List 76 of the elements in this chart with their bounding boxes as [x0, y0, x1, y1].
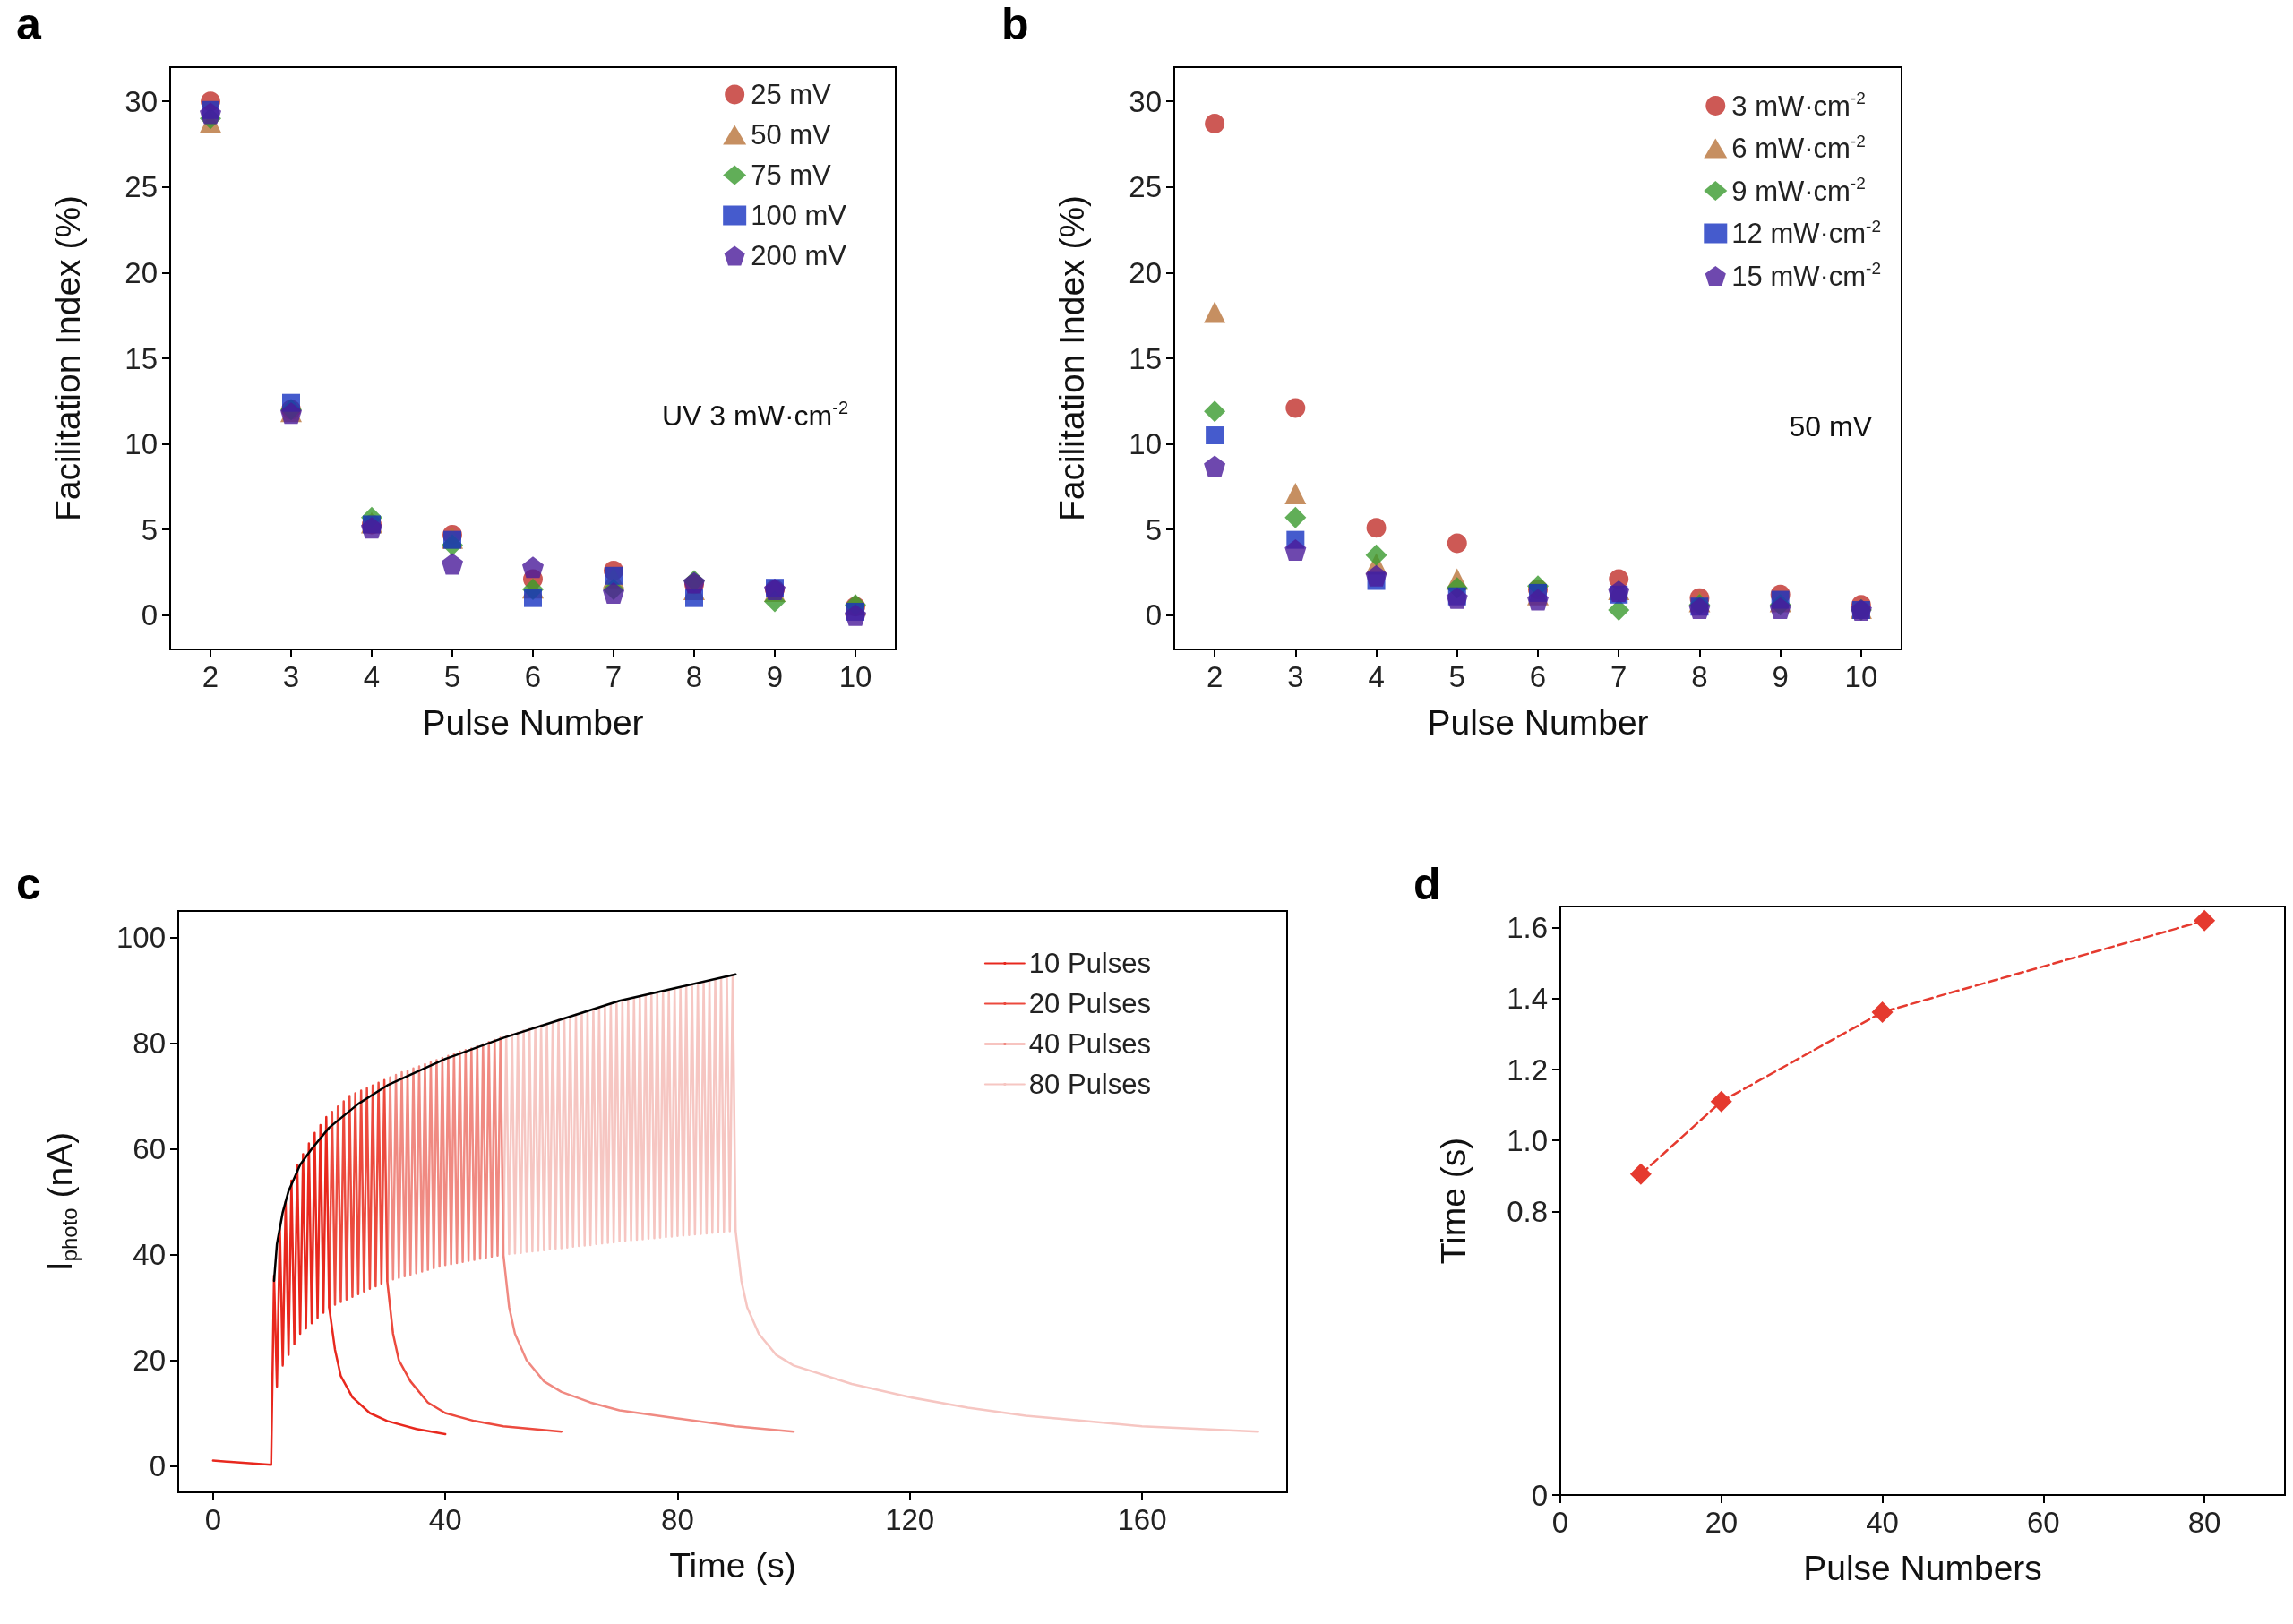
x-tick-label: 3 — [1287, 660, 1304, 693]
y-tick-label: 0 — [141, 598, 158, 632]
legend-label: 40 Pulses — [1028, 1028, 1151, 1060]
x-tick-label: 8 — [685, 660, 703, 693]
x-tick-label: 120 — [885, 1503, 935, 1536]
x-tick-label: 80 — [661, 1503, 694, 1536]
x-tick-label: 9 — [766, 660, 784, 693]
x-axis-title: Pulse Numbers — [1803, 1549, 2042, 1587]
y-axis-title: Time (s) — [1434, 1137, 1473, 1265]
x-tick-label: 10 — [838, 660, 872, 693]
chart-title: b — [1001, 0, 1029, 49]
legend-label: 10 Pulses — [1028, 948, 1151, 979]
x-tick-label: 2 — [202, 660, 219, 693]
x-tick-label: 5 — [1448, 660, 1465, 693]
y-tick-label: 80 — [133, 1027, 166, 1060]
legend-label: 75 mV — [751, 159, 832, 191]
y-tick-label: 1.0 — [1507, 1123, 1548, 1157]
x-tick-label: 0 — [1551, 1506, 1569, 1539]
x-tick-label: 8 — [1691, 660, 1708, 693]
y-tick-label: 0 — [1531, 1478, 1548, 1512]
y-tick-label: 15 — [1129, 341, 1162, 375]
y-tick-label: 20 — [125, 255, 158, 289]
x-tick-label: 160 — [1117, 1503, 1167, 1536]
x-tick-label: 9 — [1772, 660, 1789, 693]
x-tick-label: 20 — [1705, 1506, 1739, 1539]
y-tick-label: 5 — [1145, 512, 1162, 546]
legend-label: 50 mV — [751, 119, 832, 150]
x-tick-label: 7 — [1610, 660, 1627, 693]
x-tick-label: 10 — [1844, 660, 1878, 693]
y-tick-label: 100 — [116, 921, 166, 954]
y-tick-label: 60 — [133, 1132, 166, 1165]
chart-title: d — [1413, 859, 1441, 909]
chart-title: a — [16, 0, 42, 49]
y-tick-label: 0 — [1145, 598, 1162, 632]
y-tick-label: 5 — [141, 512, 158, 546]
y-tick-label: 40 — [133, 1238, 166, 1271]
legend-label: 200 mV — [751, 240, 847, 271]
x-tick-label: 80 — [2187, 1506, 2221, 1539]
x-axis-title: Time (s) — [669, 1546, 796, 1585]
y-tick-label: 10 — [125, 427, 158, 461]
x-tick-label: 5 — [443, 660, 461, 693]
y-axis-title: Iphoto (nA) — [40, 1131, 82, 1272]
y-tick-label: 1.4 — [1507, 982, 1548, 1016]
chart-title: c — [16, 859, 41, 909]
y-tick-label: 0.8 — [1507, 1194, 1548, 1228]
y-tick-label: 10 — [1129, 427, 1162, 461]
legend-label: 80 Pulses — [1028, 1069, 1151, 1100]
y-tick-label: 30 — [125, 84, 158, 118]
y-tick-label: 20 — [133, 1344, 166, 1377]
x-tick-label: 4 — [363, 660, 381, 693]
y-tick-label: 15 — [125, 341, 158, 375]
x-axis-title: Pulse Number — [1427, 703, 1649, 742]
x-tick-label: 3 — [282, 660, 300, 693]
legend-label: 100 mV — [751, 200, 847, 231]
legend-label: 20 Pulses — [1028, 988, 1151, 1019]
x-tick-label: 60 — [2026, 1506, 2060, 1539]
y-tick-label: 20 — [1129, 255, 1162, 289]
x-tick-label: 40 — [428, 1503, 462, 1536]
x-tick-label: 2 — [1206, 660, 1224, 693]
y-tick-label: 0 — [149, 1449, 166, 1482]
x-axis-title: Pulse Number — [422, 703, 644, 742]
x-tick-label: 6 — [524, 660, 542, 693]
legend-label: 25 mV — [751, 79, 832, 110]
y-axis-title: Facilitation Index (%) — [1052, 194, 1091, 522]
x-tick-label: 0 — [204, 1503, 222, 1536]
y-tick-label: 1.6 — [1507, 911, 1548, 945]
x-tick-label: 6 — [1529, 660, 1547, 693]
x-tick-label: 4 — [1368, 660, 1385, 693]
y-tick-label: 1.2 — [1507, 1053, 1548, 1087]
y-tick-label: 30 — [1129, 84, 1162, 118]
annotation: 50 mV — [1789, 410, 1873, 443]
x-tick-label: 7 — [605, 660, 623, 693]
x-tick-label: 40 — [1866, 1506, 1899, 1539]
y-axis-title: Facilitation Index (%) — [48, 194, 87, 522]
y-tick-label: 25 — [125, 170, 158, 204]
y-tick-label: 25 — [1129, 170, 1162, 204]
